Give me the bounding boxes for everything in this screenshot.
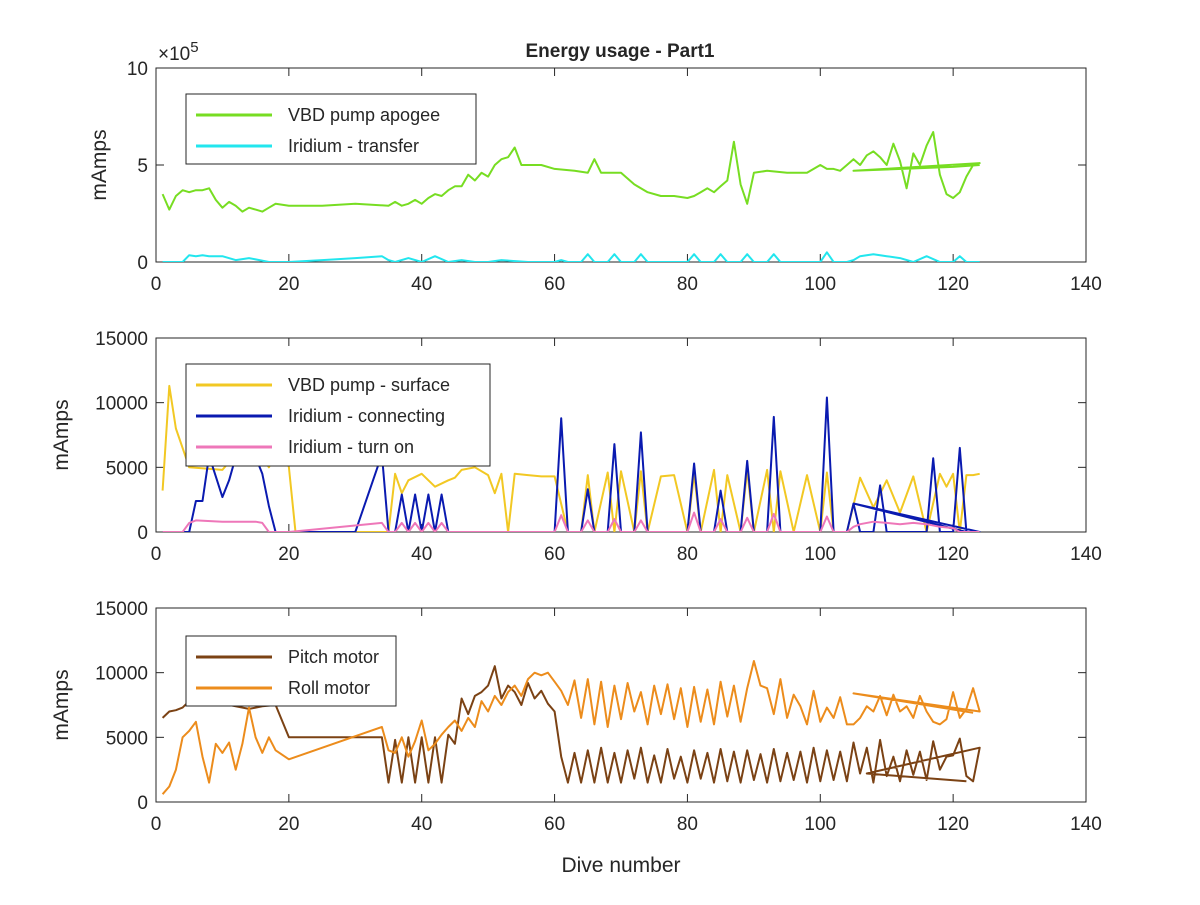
y-tick-label: 15000 (95, 599, 148, 620)
legend-box (185, 93, 477, 165)
x-tick-label: 0 (151, 814, 162, 835)
subplot-1: 0 20 40 60 80 100 120 140 0 5 10 ×105 mAmps VBD pump … (88, 39, 1102, 295)
x-tick-label: 120 (937, 544, 969, 565)
subplot-2: 0 20 40 60 80 100 120 140 0 5000 10000 15000 mAmps VB… (50, 329, 1102, 565)
x-tick-label: 0 (151, 544, 162, 565)
x-tick-label: 100 (804, 274, 836, 295)
series-line-1 (161, 131, 981, 213)
y-tick-label: 0 (137, 523, 148, 544)
legend-box (185, 635, 397, 707)
x-axis-label: Dive number (561, 854, 680, 877)
y-tick-label: 0 (137, 253, 148, 274)
x-tick-label: 80 (677, 814, 698, 835)
x-tick-label: 0 (151, 274, 162, 295)
y-tick-label: 15000 (95, 329, 148, 350)
legend-entry: Pitch motor (288, 647, 379, 667)
figure-title: Energy usage - Part1 (525, 41, 714, 62)
y-axis-label: mAmps (50, 669, 73, 740)
y-axis-label: mAmps (88, 129, 111, 200)
x-tick-label: 60 (544, 814, 565, 835)
x-tick-label: 140 (1070, 544, 1102, 565)
x-tick-label: 20 (278, 544, 299, 565)
x-tick-label: 40 (411, 544, 432, 565)
y-tick-label: 10000 (95, 664, 148, 685)
y-tick-label: 5000 (106, 458, 148, 479)
legend-entry: VBD pump apogee (288, 105, 440, 125)
legend: Pitch motor Roll motor (185, 635, 397, 707)
y-tick-label: 10000 (95, 394, 148, 415)
y-tick-label: 10 (127, 59, 148, 80)
y-tick-label: 5 (137, 156, 148, 177)
x-tick-label: 60 (544, 544, 565, 565)
y-tick-label: 5000 (106, 728, 148, 749)
legend-entry: Iridium - turn on (288, 437, 414, 457)
legend-entry: Roll motor (288, 678, 370, 698)
x-tick-label: 80 (677, 544, 698, 565)
series-line-1 (161, 665, 981, 784)
x-tick-label: 20 (278, 274, 299, 295)
x-tick-label: 20 (278, 814, 299, 835)
series-line-2 (162, 251, 980, 262)
series-line-3 (162, 511, 980, 532)
x-tick-label: 100 (804, 544, 836, 565)
x-tick-label: 60 (544, 274, 565, 295)
legend: VBD pump apogee Iridium - transfer (185, 93, 477, 165)
y-tick-label: 0 (137, 793, 148, 814)
y-axis-label: mAmps (50, 399, 73, 470)
legend: VBD pump - surface Iridium - connecting Ir… (185, 363, 491, 467)
x-tick-label: 80 (677, 274, 698, 295)
x-tick-label: 100 (804, 814, 836, 835)
y-exponent-label: ×105 (158, 39, 199, 65)
legend-entry: VBD pump - surface (288, 375, 450, 395)
x-tick-label: 40 (411, 274, 432, 295)
subplot-3: 0 20 40 60 80 100 120 140 0 5000 10000 15000 mAmps Pi… (50, 599, 1102, 835)
legend-entry: Iridium - connecting (288, 406, 445, 426)
x-tick-label: 120 (937, 814, 969, 835)
x-tick-label: 40 (411, 814, 432, 835)
x-tick-label: 140 (1070, 814, 1102, 835)
x-tick-label: 140 (1070, 274, 1102, 295)
x-tick-label: 120 (937, 274, 969, 295)
series-line-2 (161, 660, 981, 795)
legend-entry: Iridium - transfer (288, 136, 419, 156)
